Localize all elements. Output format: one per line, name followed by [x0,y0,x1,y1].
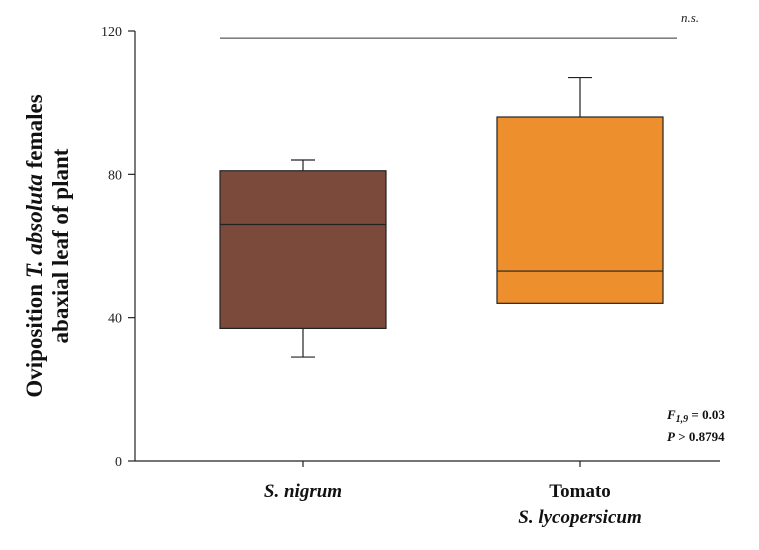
y-axis-label-line2: abaxial leaf of plant [48,148,73,343]
boxes [219,76,664,358]
significance-annotation: n.s. [220,10,699,39]
stats-annotation: F1,9 = 0.03 P > 0.8794 [666,407,725,444]
y-axis-label-line1: Oviposition T. absoluta females [22,94,47,397]
axes [134,31,720,467]
y-tick-label: 120 [101,25,122,40]
significance-label: n.s. [681,10,699,25]
box-iqr [219,170,387,330]
f-value: = 0.03 [688,407,725,422]
f-subscript: 1,9 [676,414,689,425]
y-tick-label: 0 [115,455,122,470]
category-label: S. nigrum [264,481,342,502]
box-iqr [496,116,664,304]
box-1 [219,159,387,358]
y-axis-label-part: T. absoluta [22,174,47,278]
p-letter: P [667,429,676,444]
category-label: Tomato [549,481,611,502]
f-statistic: F1,9 = 0.03 [666,407,725,425]
p-value: P > 0.8794 [667,429,725,444]
p-rest: > 0.8794 [675,429,725,444]
box-2 [496,76,664,304]
y-ticks: 0 40 80 120 [101,25,135,470]
y-tick-label: 40 [108,312,122,327]
y-axis-label-part: Oviposition [22,278,47,398]
category-label: S. lycopersicum [518,507,642,528]
y-axis-label-part: females [22,94,47,174]
y-tick-label: 80 [108,168,122,183]
f-letter: F [666,407,676,422]
category-labels: S. nigrum Tomato S. lycopersicum [264,481,642,528]
